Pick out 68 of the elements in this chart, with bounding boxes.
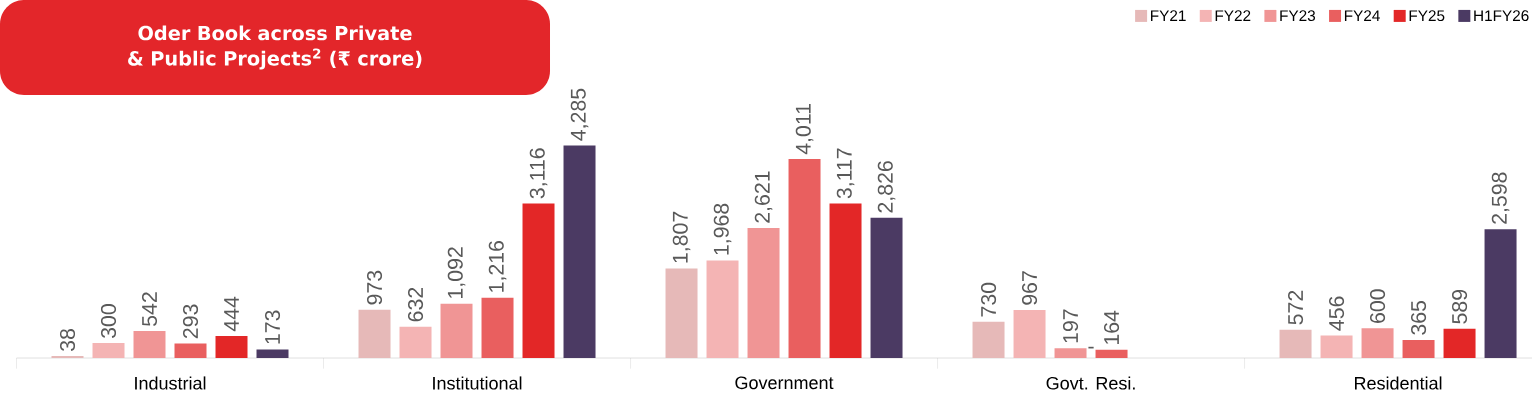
bar [215,335,248,358]
legend-label: H1FY26 [1474,10,1529,22]
data-label: 2,621 [754,171,773,223]
chart-title: Oder Book across Private & Public Projects$^{2}$ (₹ crore) [128,25,422,70]
legend-label: FY25 [1409,10,1445,22]
data-label: 456 [1329,296,1345,331]
bar [706,260,739,358]
bar [563,145,596,358]
data-label: 4,011 [795,104,814,155]
bar [522,203,555,358]
bar [1054,348,1087,358]
data-label: 197 [1062,309,1079,343]
legend-label: FY24 [1344,10,1380,21]
data-label: 632 [407,287,424,322]
data-label: 967 [1021,271,1038,305]
data-label: 973 [366,270,383,305]
data-label: 1,092 [447,247,466,298]
bar [829,203,862,358]
bar [1095,349,1128,358]
annotation: - [1088,346,1094,349]
bar [870,217,903,358]
bar [1320,335,1353,358]
data-label: 730 [980,282,997,317]
data-label: 293 [182,304,199,339]
data-label: 600 [1370,289,1386,323]
bar [972,321,1005,358]
data-label: 1,216 [488,241,507,292]
x-tick-label: Industrial [135,376,206,390]
x-tick-label: Government [735,376,834,390]
bar [399,326,432,358]
legend-label: FY22 [1215,10,1251,21]
bar [1443,328,1476,358]
data-label: 1,968 [713,203,732,255]
bar [1484,229,1517,358]
data-label: 164 [1103,310,1120,344]
bar [1361,328,1394,358]
data-label: 4,285 [570,88,589,141]
legend-label: FY23 [1280,10,1316,22]
data-label: 1,807 [672,211,691,263]
bar [665,268,698,358]
data-label: 572 [1288,290,1304,325]
bar [256,349,289,358]
data-label: 3,117 [836,148,855,199]
bar [788,159,821,358]
bar [1279,329,1312,358]
bar [1013,310,1046,358]
legend-label: FY21 [1151,10,1186,21]
data-label: 300 [100,304,117,339]
bar [92,343,125,358]
bar [1402,339,1435,358]
data-label: 38 [59,329,76,352]
data-label: 2,598 [1491,172,1510,224]
bar [174,343,207,358]
bar [133,331,166,358]
data-label: 3,116 [529,148,548,199]
x-tick-label: Residential [1355,376,1442,390]
data-label: 542 [141,292,158,326]
data-label: 365 [1411,300,1427,335]
data-label: 173 [264,310,281,344]
x-tick-label: Govt. Resi. [1046,376,1135,390]
bar [747,228,780,358]
data-label: 2,826 [877,161,896,213]
x-tick-label: Institutional [433,376,522,390]
data-label: 589 [1452,289,1468,324]
bar [358,309,391,358]
data-label: 444 [224,296,239,332]
bar [440,303,473,358]
bar [481,297,514,358]
